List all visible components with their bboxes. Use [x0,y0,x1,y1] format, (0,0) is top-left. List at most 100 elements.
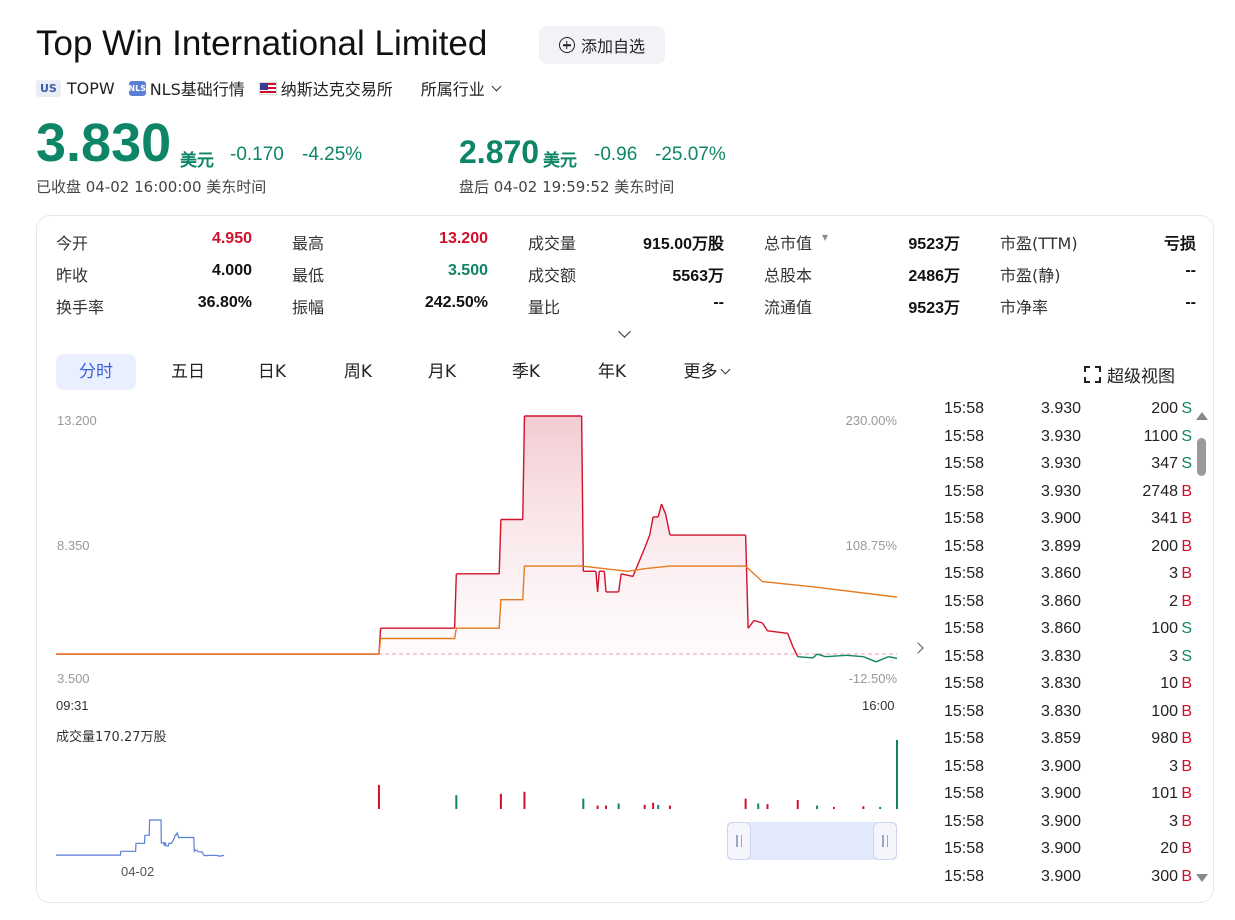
tick-price: 3.900 [1041,812,1082,830]
volume-bar [879,806,882,809]
after-hours-status-time: 盘后 04-02 19:59:52 美东时间 [459,178,675,196]
after-hours-price: 2.870 [459,134,540,170]
price-line-segment [660,503,667,515]
tick-price: 3.900 [1041,867,1082,885]
tab-0[interactable]: 分时 [56,354,136,390]
last-price: 3.830 [36,113,172,173]
y-left-label-mid: 8.350 [57,538,90,553]
tick-side: B [1181,730,1192,747]
intraday-chart[interactable] [56,405,898,865]
stat-cell: 市盈(静) -- [1000,262,1196,286]
tick-row: 15:58 3.900 3 B [944,813,1192,837]
stat-cell: 今开 4.950 [56,230,252,254]
tick-time: 15:58 [944,455,985,472]
stat-label: 换手率 [56,298,105,317]
stat-value: 9523万 [908,236,960,253]
tab-4[interactable]: 月K [402,354,482,390]
scroll-down-icon[interactable] [1196,874,1208,882]
tick-row: 15:58 3.830 100 B [944,703,1192,727]
scroll-up-icon[interactable] [1196,412,1208,420]
stat-value: 3.500 [447,262,488,279]
super-view-button[interactable]: 超级视图 [1084,362,1175,387]
tab-6[interactable]: 年K [572,354,652,390]
after-hours-change: -0.96 [594,144,638,165]
ticker: TOPW [66,78,115,98]
tab-label: 分时 [79,362,113,382]
tick-side: B [1181,702,1192,720]
price-line-segment [761,622,769,632]
tick-volume: 347 [1151,455,1178,472]
tick-side: B [1181,840,1192,857]
tab-2[interactable]: 日K [232,354,312,390]
stat-label: 流通值 [764,298,813,317]
y-right-label-mid: 108.75% [845,538,897,553]
scroll-thumb[interactable] [1197,438,1206,476]
tick-row: 15:58 3.930 1100 S [944,428,1192,452]
tick-price: 3.830 [1041,647,1082,665]
tick-volume: 101 [1151,785,1178,802]
tick-row: 15:58 3.899 200 B [944,538,1192,562]
tick-price: 3.930 [1041,400,1082,417]
stat-value: 4.000 [211,262,252,279]
after-hours-change-pct: -25.07% [655,144,726,165]
volume-bar [596,805,599,809]
tick-list[interactable]: 15:58 3.930 200 S 15:58 3.930 1100 S 15:58 3.930 3… [944,400,1194,890]
stats-row: 昨收 4.000 最低 3.500 成交额 5563万 总股本 2486万 市盈(静) -- [56,262,1196,286]
tick-side: S [1181,427,1192,445]
stock-title: Top Win International Limited [36,24,488,63]
tick-volume: 3 [1169,565,1178,582]
price-line-segment [603,571,607,593]
tab-label: 五日 [171,362,205,382]
tick-side: B [1181,482,1192,500]
range-handle-right[interactable] [873,822,897,860]
volume-bar [862,806,865,809]
volume-bar [455,795,458,809]
tick-side: S [1181,455,1192,472]
tab-1[interactable]: 五日 [148,354,228,390]
stat-cell: 换手率 36.80% [56,294,252,318]
volume-bar [816,805,819,809]
stat-cell: 最高 13.200 [292,230,488,254]
stat-cell: 流通值 9523万 [764,294,960,318]
volume-bar [605,805,608,809]
industry-dropdown[interactable]: 所属行业 [420,76,502,100]
stat-value: -- [1185,294,1196,311]
stat-cell: 市净率 -- [1000,294,1196,318]
add-watchlist-button[interactable]: 添加自选 [539,26,665,64]
nls-badge-icon: NLS [128,80,146,96]
tab-5[interactable]: 季K [486,354,566,390]
industry-label: 所属行业 [420,80,485,99]
range-handle-left[interactable] [727,822,751,860]
tab-7[interactable]: 更多 [656,354,756,390]
tick-time: 15:58 [944,427,985,445]
price-line-segment [621,573,634,578]
tick-volume: 200 [1151,400,1178,417]
tick-volume: 3 [1169,757,1178,775]
tick-time: 15:58 [944,785,985,802]
y-right-label-top: 230.00% [845,413,897,428]
volume-bar [796,800,799,809]
stat-label: 成交额 [528,266,577,285]
super-view-label: 超级视图 [1107,367,1175,387]
stats-row: 换手率 36.80% 振幅 242.50% 量比 -- 流通值 9523万 市净率 -- [56,294,1196,318]
tick-scrollbar[interactable] [1196,412,1208,882]
tab-label: 周K [343,362,373,382]
volume-bar [744,798,747,809]
y-left-label-top: 13.200 [57,413,97,428]
us-market-badge: US [36,79,61,97]
tick-price: 3.899 [1041,537,1082,555]
volume-bar [499,793,502,809]
tick-time: 15:58 [944,867,985,885]
volume-bar [832,806,835,809]
tick-row: 15:58 3.860 100 S [944,620,1192,644]
price-line-segment [816,653,826,658]
tick-row: 15:58 3.900 341 B [944,510,1192,534]
tab-3[interactable]: 周K [318,354,398,390]
tick-side: B [1181,592,1192,610]
range-slider[interactable] [727,822,897,860]
price-line-segment [744,535,749,629]
tick-volume: 200 [1151,537,1178,555]
stat-cell[interactable]: 总市值 ▾ 9523万 [764,230,960,254]
stock-meta: US TOPW NLS NLS基础行情 纳斯达克交易所 所属行业 [36,76,502,100]
quote-card [36,215,1214,903]
